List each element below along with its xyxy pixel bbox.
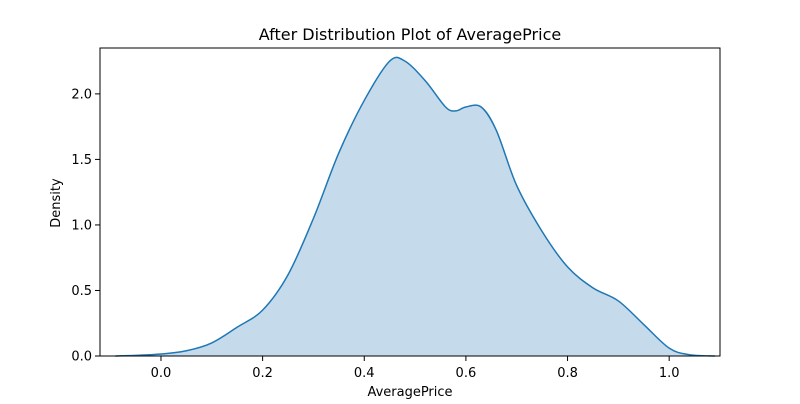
x-tick-label: 0.8 [557,366,578,381]
x-tick-label: 0.6 [456,366,477,381]
y-tick-label: 0.5 [71,284,92,299]
x-tick-label: 0.0 [151,366,172,381]
plot-frame [99,47,721,357]
x-tick-label: 1.0 [659,366,680,381]
x-axis: 0.0 0.2 0.4 0.6 0.8 1.0 [151,356,680,381]
chart-title: After Distribution Plot of AveragePrice [259,25,561,44]
y-tick-label: 2.0 [71,87,92,102]
x-axis-label: AveragePrice [367,385,452,400]
density-area-fill [115,57,715,357]
y-axis-label: Density [49,178,64,228]
x-tick-label: 0.4 [354,366,375,381]
y-tick-label: 0.0 [71,350,92,365]
plot-area [115,56,715,357]
y-tick-label: 1.0 [71,218,92,233]
density-curve [115,56,715,357]
x-tick-label: 0.2 [252,366,273,381]
y-axis: 0.0 0.5 1.0 1.5 2.0 [71,87,100,365]
y-tick-label: 1.5 [71,153,92,168]
